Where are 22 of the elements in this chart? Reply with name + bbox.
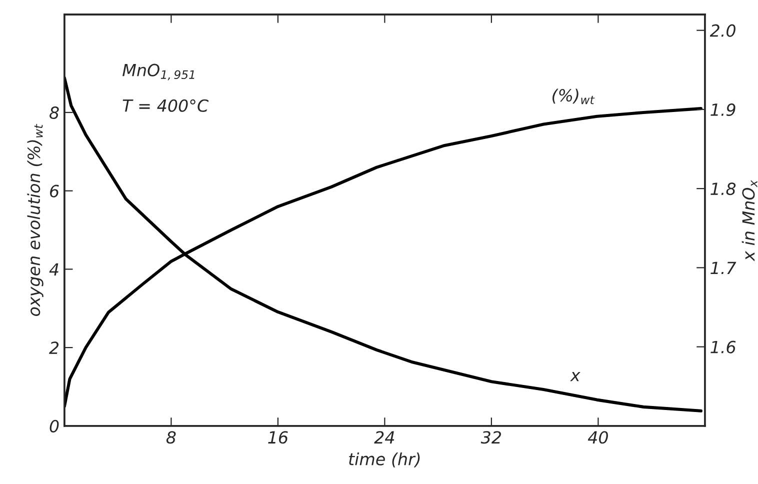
annotation: MnO$_{1,951}$ — [122, 64, 194, 80]
y2-tick-label: 1.8 — [710, 182, 736, 196]
y2-axis-title: x in MnO$_{x}$ — [742, 180, 758, 262]
annotation: T = 400°C — [122, 99, 209, 112]
annotation: (%)$_{wt}$ — [552, 88, 595, 104]
y2-tick-label: 2.0 — [710, 24, 736, 37]
y-tick-label: 8 — [50, 106, 59, 120]
x-axis-title: time (hr) — [349, 452, 420, 468]
y-tick-label: 2 — [49, 342, 59, 354]
x-tick-label: 40 — [588, 431, 608, 444]
y-axis-title: oxygen evolution (%)$_{wt}$ — [27, 124, 44, 316]
y2-tick-label: 1.7 — [710, 262, 736, 274]
x-tick-label: 32 — [480, 431, 502, 444]
y-tick-label: 6 — [50, 184, 59, 198]
y-tick-label: 0 — [50, 420, 59, 432]
y2-tick-label: 1.6 — [710, 340, 736, 354]
y2-tick-label: 1.9 — [710, 103, 736, 116]
x-tick-label: 8 — [166, 431, 176, 444]
x-tick-label: 16 — [268, 431, 288, 444]
y-tick-label: 4 — [49, 263, 58, 276]
x-tick-label: 24 — [374, 431, 394, 444]
annotation: x — [570, 372, 580, 382]
